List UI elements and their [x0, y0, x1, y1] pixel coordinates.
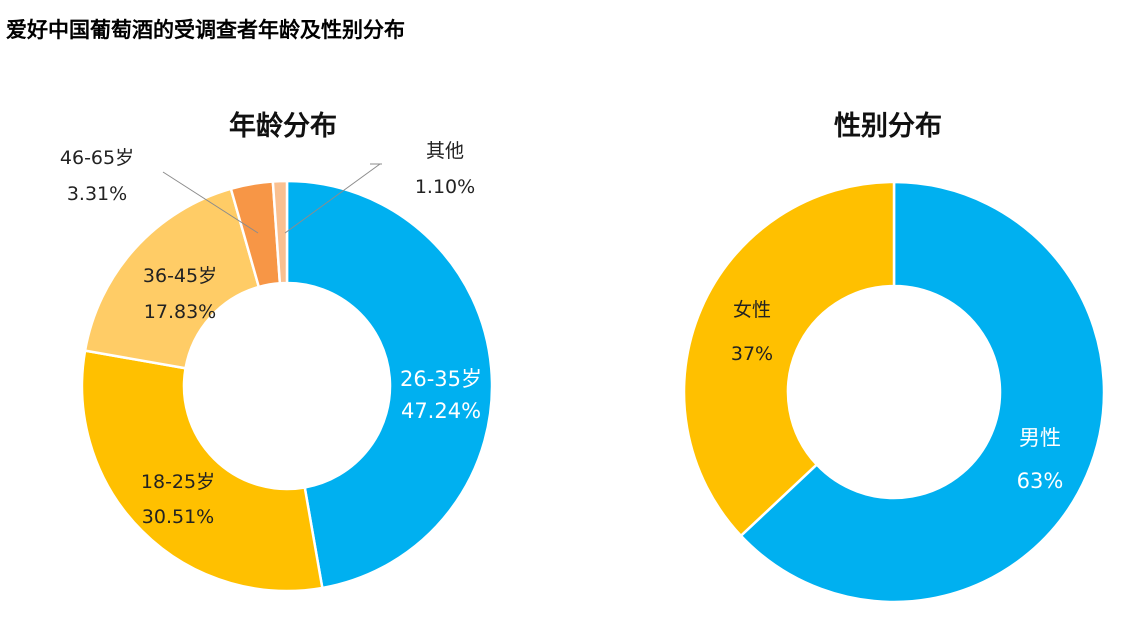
age-slice-2: [83, 187, 261, 370]
age-slice-label-1: 18-25岁: [141, 471, 215, 493]
age-slice-label-0: 26-35岁: [400, 367, 482, 391]
gender-chart-title: 性别分布: [834, 111, 942, 142]
age-slice-value-2: 17.83%: [144, 301, 216, 323]
age-slice-value-4: 1.10%: [415, 176, 475, 198]
age-chart: 年龄分布 26-35岁 47.24% 18-25岁 30.51% 36-45岁 …: [60, 110, 494, 593]
age-slice-label-3: 46-65岁: [60, 147, 134, 169]
age-slice-label-4: 其他: [426, 140, 464, 162]
leader-other: [284, 163, 381, 234]
age-slice-value-1: 30.51%: [142, 506, 214, 528]
age-slice-1: [80, 349, 324, 593]
age-slice-4: [271, 179, 289, 285]
age-slice-label-2: 36-45岁: [143, 265, 217, 287]
main-title: 爱好中国葡萄酒的受调查者年龄及性别分布: [6, 18, 405, 42]
age-slice-value-3: 3.31%: [67, 183, 127, 205]
gender-slice-label-1: 女性: [733, 299, 771, 321]
gender-donut: [682, 180, 1106, 604]
gender-chart: 性别分布 男性 63% 女性 37%: [682, 111, 1106, 604]
age-slice-value-0: 47.24%: [401, 399, 481, 423]
age-chart-title: 年龄分布: [229, 110, 337, 142]
gender-slice-label-0: 男性: [1019, 426, 1061, 450]
gender-slice-value-0: 63%: [1017, 469, 1064, 493]
gender-slice-1: [682, 180, 896, 538]
gender-slice-0: [739, 180, 1106, 604]
gender-slice-value-1: 37%: [731, 343, 773, 365]
age-slice-0: [285, 179, 494, 590]
leader-46-65: [162, 171, 259, 234]
age-donut: [80, 179, 494, 593]
